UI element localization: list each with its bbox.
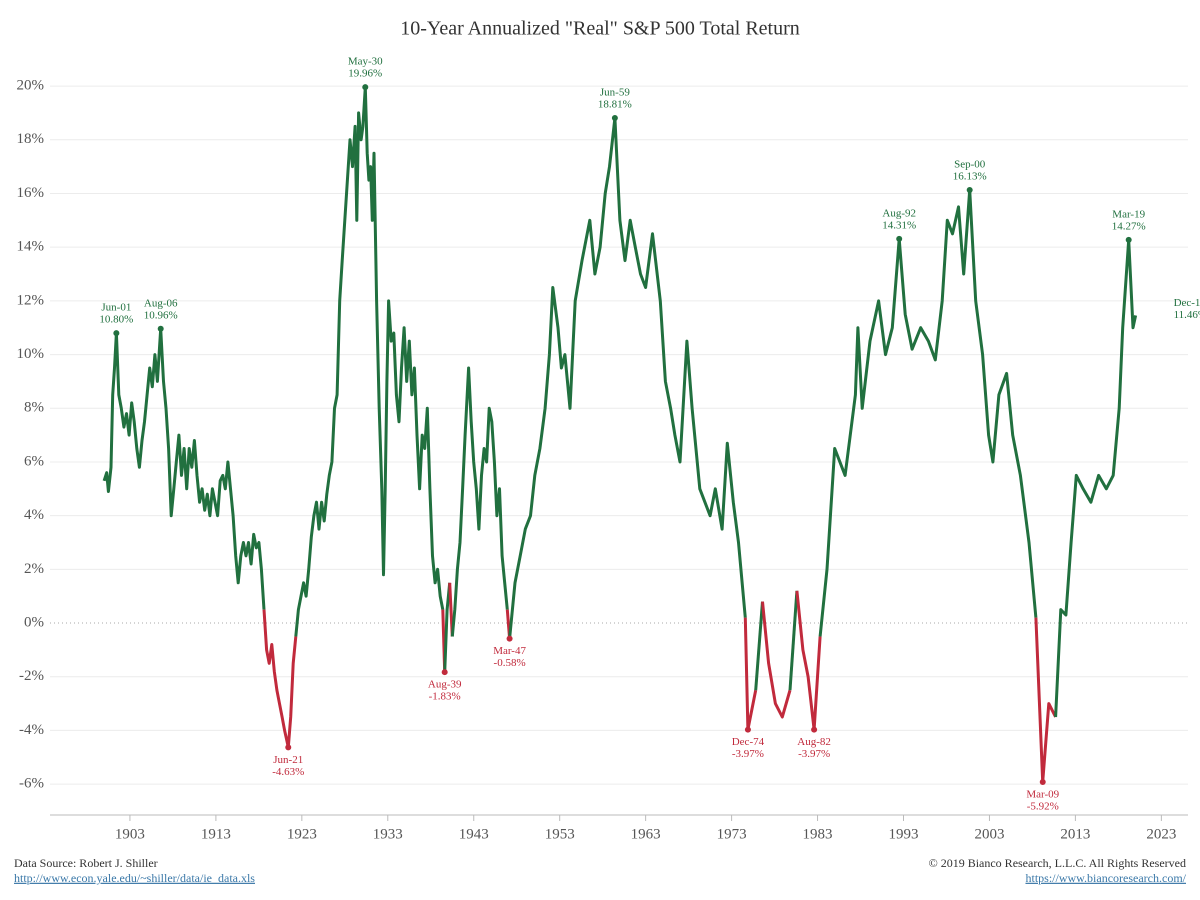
x-tick-label: 1913 — [201, 826, 231, 842]
x-tick-label: 2013 — [1060, 826, 1090, 842]
x-tick-label: 1953 — [545, 826, 575, 842]
annotation-value: -3.97% — [798, 748, 830, 760]
annotation-value: 16.13% — [953, 171, 987, 183]
annotation-date: Aug-82 — [797, 736, 831, 748]
annotation-value: 14.31% — [882, 219, 916, 231]
annotation-dot — [113, 330, 120, 337]
y-tick-label: 4% — [24, 507, 44, 523]
annotation-value: -4.63% — [272, 766, 304, 778]
y-tick-label: 6% — [24, 453, 44, 469]
annotation-dot — [811, 726, 818, 733]
line-segment — [262, 609, 298, 749]
site-link[interactable]: https://www.biancoresearch.com/ — [1025, 871, 1186, 885]
annotation-dot — [441, 669, 448, 676]
annotation-dot — [157, 325, 164, 332]
line-segment — [754, 601, 764, 691]
y-tick-label: -2% — [19, 668, 44, 684]
line-segment — [818, 188, 1038, 637]
line-segment — [761, 601, 792, 719]
annotation-date: Mar-09 — [1026, 789, 1059, 801]
annotation-value: -1.83% — [429, 691, 461, 703]
annotation-dot — [966, 186, 973, 193]
annotation-date: Mar-19 — [1112, 208, 1145, 220]
annotation-date: Jun-21 — [273, 754, 303, 766]
copyright-text: © 2019 Bianco Research, L.L.C. All Right… — [929, 856, 1186, 870]
line-segment — [788, 590, 799, 691]
annotation-value: -3.97% — [732, 748, 764, 760]
x-tick-label: 1963 — [631, 826, 661, 842]
x-tick-label: 1943 — [459, 826, 489, 842]
chart-title: 10-Year Annualized "Real" S&P 500 Total … — [400, 18, 800, 40]
x-tick-label: 1993 — [889, 826, 919, 842]
y-tick-label: 16% — [17, 185, 45, 201]
x-tick-label: 2003 — [974, 826, 1004, 842]
annotation-date: Dec-19 — [1174, 297, 1200, 309]
annotation-value: 11.46% — [1174, 309, 1200, 321]
x-tick-label: 1923 — [287, 826, 317, 842]
annotation-date: Aug-39 — [428, 679, 462, 691]
annotation-date: Mar-47 — [493, 645, 526, 657]
line-segment — [294, 85, 445, 637]
y-tick-label: 10% — [17, 346, 45, 362]
line-segment — [450, 366, 509, 637]
annotation-value: 18.81% — [598, 99, 632, 111]
annotation-value: 14.27% — [1112, 220, 1146, 232]
y-tick-label: 0% — [24, 614, 44, 630]
annotation-dot — [744, 726, 751, 733]
source-link[interactable]: http://www.econ.yale.edu/~shiller/data/i… — [14, 871, 255, 885]
annotation-date: Jun-59 — [600, 87, 630, 99]
x-tick-label: 1983 — [803, 826, 833, 842]
annotation-date: May-30 — [348, 56, 383, 68]
annotation-dot — [1039, 778, 1046, 785]
y-tick-label: 2% — [24, 561, 44, 577]
annotation-value: -5.92% — [1027, 801, 1059, 813]
annotation-dot — [896, 235, 903, 242]
y-tick-label: 8% — [24, 400, 44, 416]
source-text: Data Source: Robert J. Shiller — [14, 856, 158, 870]
annotation-date: Aug-92 — [882, 207, 916, 219]
annotation-value: 10.96% — [144, 309, 178, 321]
x-tick-label: 1903 — [115, 826, 145, 842]
annotation-value: 19.96% — [348, 68, 382, 80]
annotation-dot — [611, 115, 618, 122]
y-tick-label: 14% — [17, 239, 45, 255]
annotation-value: -0.58% — [494, 657, 526, 669]
annotation-date: Dec-74 — [732, 736, 765, 748]
line-segment — [795, 590, 822, 732]
annotation-date: Jun-01 — [101, 302, 131, 314]
y-tick-label: -6% — [19, 776, 44, 792]
y-tick-label: 20% — [17, 78, 45, 94]
x-tick-label: 2023 — [1146, 826, 1176, 842]
y-tick-label: -4% — [19, 722, 44, 738]
line-segment — [1034, 617, 1057, 784]
y-tick-label: 18% — [17, 131, 45, 147]
annotation-dot — [1125, 236, 1132, 243]
annotation-date: Aug-06 — [144, 297, 178, 309]
annotation-dot — [285, 744, 292, 751]
annotation-date: Sep-00 — [954, 159, 986, 171]
annotation-dot — [506, 635, 513, 642]
x-tick-label: 1973 — [717, 826, 747, 842]
annotation-value: 10.80% — [99, 314, 133, 326]
line-segment — [1054, 238, 1138, 718]
line-segment — [102, 327, 266, 610]
y-tick-label: 12% — [17, 292, 45, 308]
x-tick-label: 1933 — [373, 826, 403, 842]
annotation-dot — [362, 84, 369, 91]
